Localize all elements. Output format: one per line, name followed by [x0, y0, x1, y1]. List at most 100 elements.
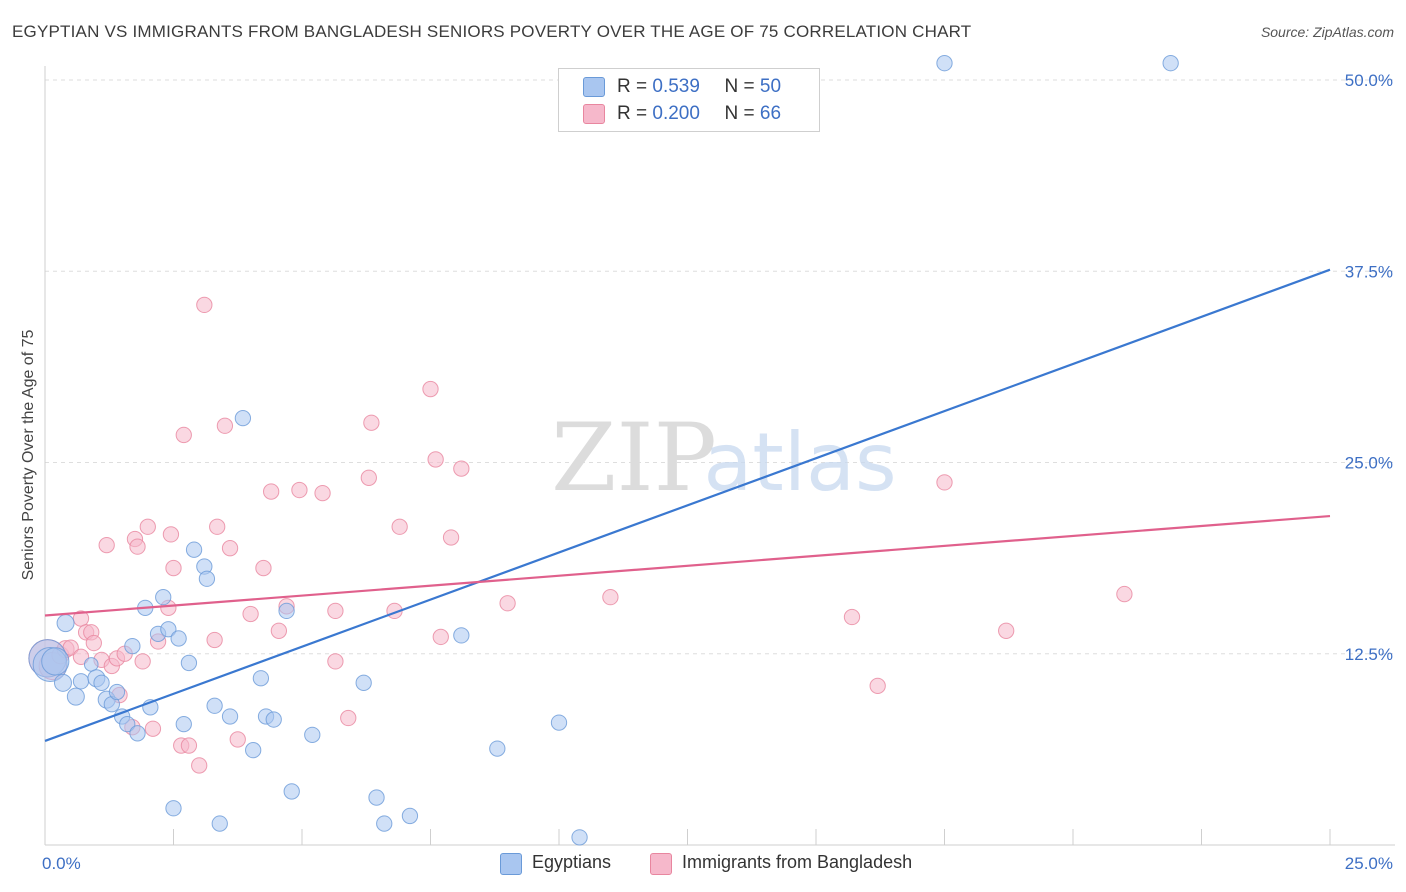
egyptians-point: [66, 687, 85, 706]
egyptians-point: [1162, 55, 1179, 72]
egyptians-point: [211, 815, 228, 832]
egyptians-point: [304, 726, 321, 743]
legend-r-value: 0.200: [652, 103, 700, 124]
bangladesh-point: [391, 518, 408, 535]
y-tick-label: 25.0%: [1345, 454, 1393, 473]
bangladesh-point: [206, 631, 223, 649]
legend-n-value: 66: [759, 103, 782, 124]
bangladesh-point: [85, 634, 102, 652]
legend-r-label: R =: [617, 103, 648, 124]
legend-n-value: 50: [759, 76, 782, 97]
bangladesh-point: [363, 414, 380, 431]
egyptians-point: [41, 647, 70, 676]
egyptians-point: [234, 409, 252, 427]
bangladesh-point: [360, 469, 377, 486]
bangladesh-point: [139, 518, 156, 535]
bangladesh-point: [843, 608, 861, 626]
bangladesh-point: [427, 451, 444, 468]
bangladesh-point: [869, 677, 886, 695]
egyptians-point: [155, 588, 172, 606]
watermark-zip: ZIP: [551, 404, 717, 513]
egyptians-point: [53, 673, 72, 692]
egyptians-point: [368, 789, 385, 806]
watermark: ZIP atlas: [551, 404, 897, 513]
y-tick-label: 50.0%: [1345, 71, 1393, 90]
y-tick-label: 37.5%: [1345, 262, 1393, 281]
bangladesh-point: [72, 648, 90, 665]
chart-title: EGYPTIAN VS IMMIGRANTS FROM BANGLADESH S…: [12, 22, 972, 41]
legend-swatch-bangladesh: [583, 104, 605, 124]
egyptians-point: [170, 630, 187, 647]
egyptians-point: [72, 673, 90, 690]
bangladesh-point: [263, 483, 280, 500]
bangladesh-point: [144, 720, 162, 737]
bangladesh-point: [196, 296, 213, 314]
egyptians-point: [252, 670, 270, 687]
bottom-legend-label: Egyptians: [532, 852, 612, 872]
bangladesh-trend-line: [44, 514, 1331, 617]
egyptians-point: [160, 621, 177, 638]
egyptians-point: [550, 714, 568, 731]
x-tick-label: 25.0%: [1345, 854, 1393, 873]
tick-labels: 12.5% 25.0% 37.5% 50.0% 0.0% 25.0%: [42, 71, 1393, 873]
egyptians-point: [108, 683, 126, 701]
bangladesh-point: [98, 536, 115, 554]
bangladesh-point: [936, 474, 953, 491]
data-points: [28, 55, 1179, 846]
bangladesh-point: [998, 622, 1015, 639]
egyptians-point: [453, 627, 470, 644]
bangladesh-point: [422, 380, 439, 398]
bangladesh-point: [216, 417, 234, 434]
egyptians-point: [376, 815, 393, 832]
egyptians-trend-line: [44, 268, 1331, 742]
bangladesh-point: [191, 757, 208, 774]
egyptians-point: [265, 711, 282, 728]
egyptians-point: [83, 657, 99, 672]
bangladesh-point: [1116, 585, 1133, 603]
bangladesh-point: [134, 653, 151, 670]
bottom-legend-swatch-egyptians: [500, 853, 522, 875]
egyptians-point: [401, 807, 419, 825]
bottom-legend-swatch-bangladesh: [650, 853, 672, 875]
egyptians-point: [571, 829, 588, 846]
egyptians-point: [56, 614, 75, 633]
legend-n-label: N =: [724, 76, 755, 97]
bangladesh-point: [499, 595, 516, 612]
bangladesh-point: [175, 426, 192, 444]
egyptians-point: [278, 602, 295, 620]
bangladesh-point: [327, 653, 344, 670]
egyptians-point: [119, 715, 136, 733]
bangladesh-point: [221, 540, 239, 557]
legend-r-value: 0.539: [652, 76, 700, 97]
stats-legend: R = 0.539 N = 50 R = 0.200 N = 66: [558, 68, 820, 132]
egyptians-point: [165, 800, 182, 817]
bangladesh-point: [229, 731, 246, 748]
egyptians-point: [93, 674, 110, 691]
bangladesh-point: [291, 481, 308, 499]
egyptians-point: [175, 715, 192, 733]
legend-r-label: R =: [617, 76, 648, 97]
egyptians-point: [129, 725, 146, 742]
egyptians-point: [206, 697, 223, 714]
bangladesh-point: [242, 605, 259, 623]
grid-lines: [45, 79, 1395, 655]
egyptians-point: [198, 570, 216, 587]
egyptians-point: [936, 55, 953, 72]
bangladesh-point: [602, 588, 619, 606]
bangladesh-point: [129, 538, 146, 555]
bangladesh-point: [255, 559, 272, 577]
y-tick-label: 12.5%: [1345, 645, 1393, 664]
egyptians-point: [185, 541, 203, 558]
x-tick-label: 0.0%: [42, 854, 81, 873]
bangladesh-point: [209, 518, 226, 535]
bangladesh-point: [162, 526, 180, 543]
bangladesh-point: [340, 709, 357, 727]
egyptians-point: [245, 741, 262, 759]
bangladesh-point: [270, 622, 288, 639]
axes: [44, 66, 1395, 846]
bottom-legend-label: Immigrants from Bangladesh: [682, 852, 913, 872]
egyptians-point: [489, 740, 506, 757]
egyptians-point: [221, 708, 239, 725]
legend-swatch-egyptians: [583, 77, 605, 97]
